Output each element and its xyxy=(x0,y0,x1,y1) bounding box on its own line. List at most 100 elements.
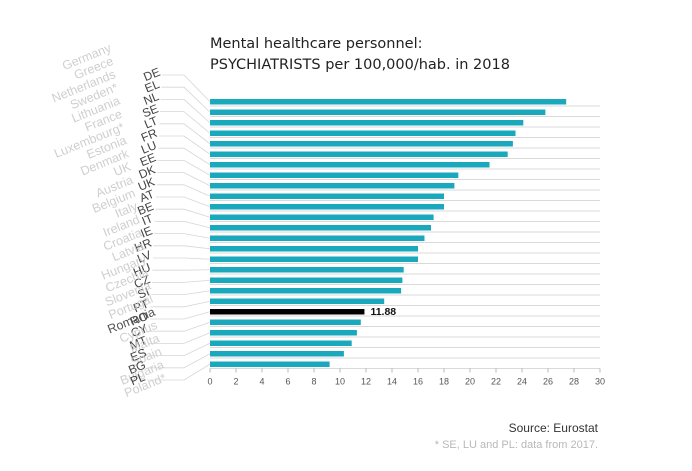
leader-line xyxy=(155,208,211,218)
bar-dk xyxy=(210,183,455,189)
leader-line xyxy=(151,279,211,283)
x-tick-label: 12 xyxy=(361,377,371,387)
country-code-ro: RO xyxy=(128,309,150,329)
leader-line xyxy=(147,353,211,369)
bar-es xyxy=(210,340,352,346)
leader-line xyxy=(148,342,211,356)
bar-pt xyxy=(210,298,385,304)
chart-title-line-2: PSYCHIATRISTS per 100,000/hab. in 2018 xyxy=(210,57,510,73)
country-code-el: EL xyxy=(143,77,162,96)
leader-line xyxy=(153,257,211,260)
bar-el xyxy=(210,109,546,115)
country-code-dk: DK xyxy=(137,162,158,181)
x-tick-label: 8 xyxy=(311,377,316,387)
gridlines xyxy=(210,105,600,369)
country-code-cy: CY xyxy=(129,321,150,340)
country-code-hr: HR xyxy=(132,235,154,255)
leader-line xyxy=(150,311,211,320)
leader-line xyxy=(159,123,211,145)
x-tick-label: 28 xyxy=(569,377,579,387)
country-code-be: BE xyxy=(135,199,155,218)
leader-line xyxy=(161,86,211,113)
bar-hu xyxy=(210,267,404,273)
bar-hr xyxy=(210,246,418,252)
country-code-hu: HU xyxy=(131,260,152,279)
country-code-fr: FR xyxy=(139,126,159,145)
x-tick-label: 16 xyxy=(413,377,423,387)
bar-ro xyxy=(210,309,365,315)
x-tick-label: 30 xyxy=(595,377,605,387)
leader-line xyxy=(159,135,211,155)
leader-line xyxy=(148,332,211,344)
country-code-de: DE xyxy=(141,65,162,84)
x-axis-ticks: 0 2 4 6 8 10 12 14 16 18 20 22 24 26 28 30 xyxy=(207,368,605,387)
leader-line xyxy=(154,233,211,239)
country-code-mt: MT xyxy=(128,333,150,353)
highlight-value-label: 11.88 xyxy=(370,306,396,318)
leader-line xyxy=(157,160,211,176)
country-code-lv: LV xyxy=(135,248,153,266)
country-name-uk: UK xyxy=(112,159,134,179)
country-code-pl: PL xyxy=(128,370,147,389)
country-code-ee: EE xyxy=(138,150,158,169)
bar-be xyxy=(210,214,434,220)
x-tick-label: 14 xyxy=(387,377,397,387)
bar-at xyxy=(210,204,444,210)
leader-line xyxy=(153,245,211,250)
leader-line xyxy=(156,196,211,208)
bar-de xyxy=(210,99,567,105)
footnote: * SE, LU and PL: data from 2017. xyxy=(434,439,598,451)
country-code-lu: LU xyxy=(139,138,158,157)
leader-line xyxy=(154,221,211,229)
bar-pl xyxy=(210,361,330,367)
category-labels: DEGermanyELGreeceNLNetherlandsSESweden*L… xyxy=(50,41,211,400)
bar-lv xyxy=(210,256,418,262)
bar-it xyxy=(210,225,431,231)
country-code-lt: LT xyxy=(142,113,160,131)
country-code-uk: UK xyxy=(136,175,157,194)
country-code-at: AT xyxy=(137,187,156,206)
country-code-es: ES xyxy=(128,345,148,364)
bar-cy xyxy=(210,319,361,325)
leader-line xyxy=(149,321,211,332)
bar-uk xyxy=(210,193,444,199)
bar-fr xyxy=(210,151,508,157)
leader-line xyxy=(157,172,211,187)
bar-ee xyxy=(210,172,459,178)
country-code-nl: NL xyxy=(141,89,161,108)
bar-lu xyxy=(210,162,490,168)
bar-ie xyxy=(210,235,425,241)
x-tick-label: 4 xyxy=(259,377,264,387)
x-tick-label: 0 xyxy=(207,377,212,387)
x-tick-label: 26 xyxy=(543,377,553,387)
bar-si xyxy=(210,288,402,294)
country-code-bg: BG xyxy=(126,358,147,377)
bar-bg xyxy=(210,351,344,357)
bar-mt xyxy=(210,330,357,336)
leader-line xyxy=(160,111,211,134)
x-tick-label: 24 xyxy=(517,377,527,387)
country-code-ie: IE xyxy=(139,223,155,240)
leader-line xyxy=(162,74,211,103)
country-code-se: SE xyxy=(140,101,160,120)
x-tick-label: 2 xyxy=(233,377,238,387)
x-tick-label: 10 xyxy=(335,377,345,387)
leader-line xyxy=(158,147,211,166)
country-code-si: SI xyxy=(136,284,152,301)
bar-cz xyxy=(210,277,403,283)
chart-title-line-1: Mental healthcare personnel: xyxy=(210,36,423,52)
leader-line xyxy=(156,184,211,197)
bar-nl xyxy=(210,120,524,126)
leader-line xyxy=(150,300,211,308)
leader-line xyxy=(160,99,211,124)
x-tick-label: 20 xyxy=(465,377,475,387)
x-tick-label: 22 xyxy=(491,377,501,387)
leader-line xyxy=(151,290,211,295)
source-note: Source: Eurostat xyxy=(508,421,598,435)
x-tick-label: 18 xyxy=(439,377,449,387)
bar-se xyxy=(210,130,516,136)
x-tick-label: 6 xyxy=(285,377,290,387)
bars: 11.88 xyxy=(210,99,567,367)
country-code-pt: PT xyxy=(131,296,151,315)
